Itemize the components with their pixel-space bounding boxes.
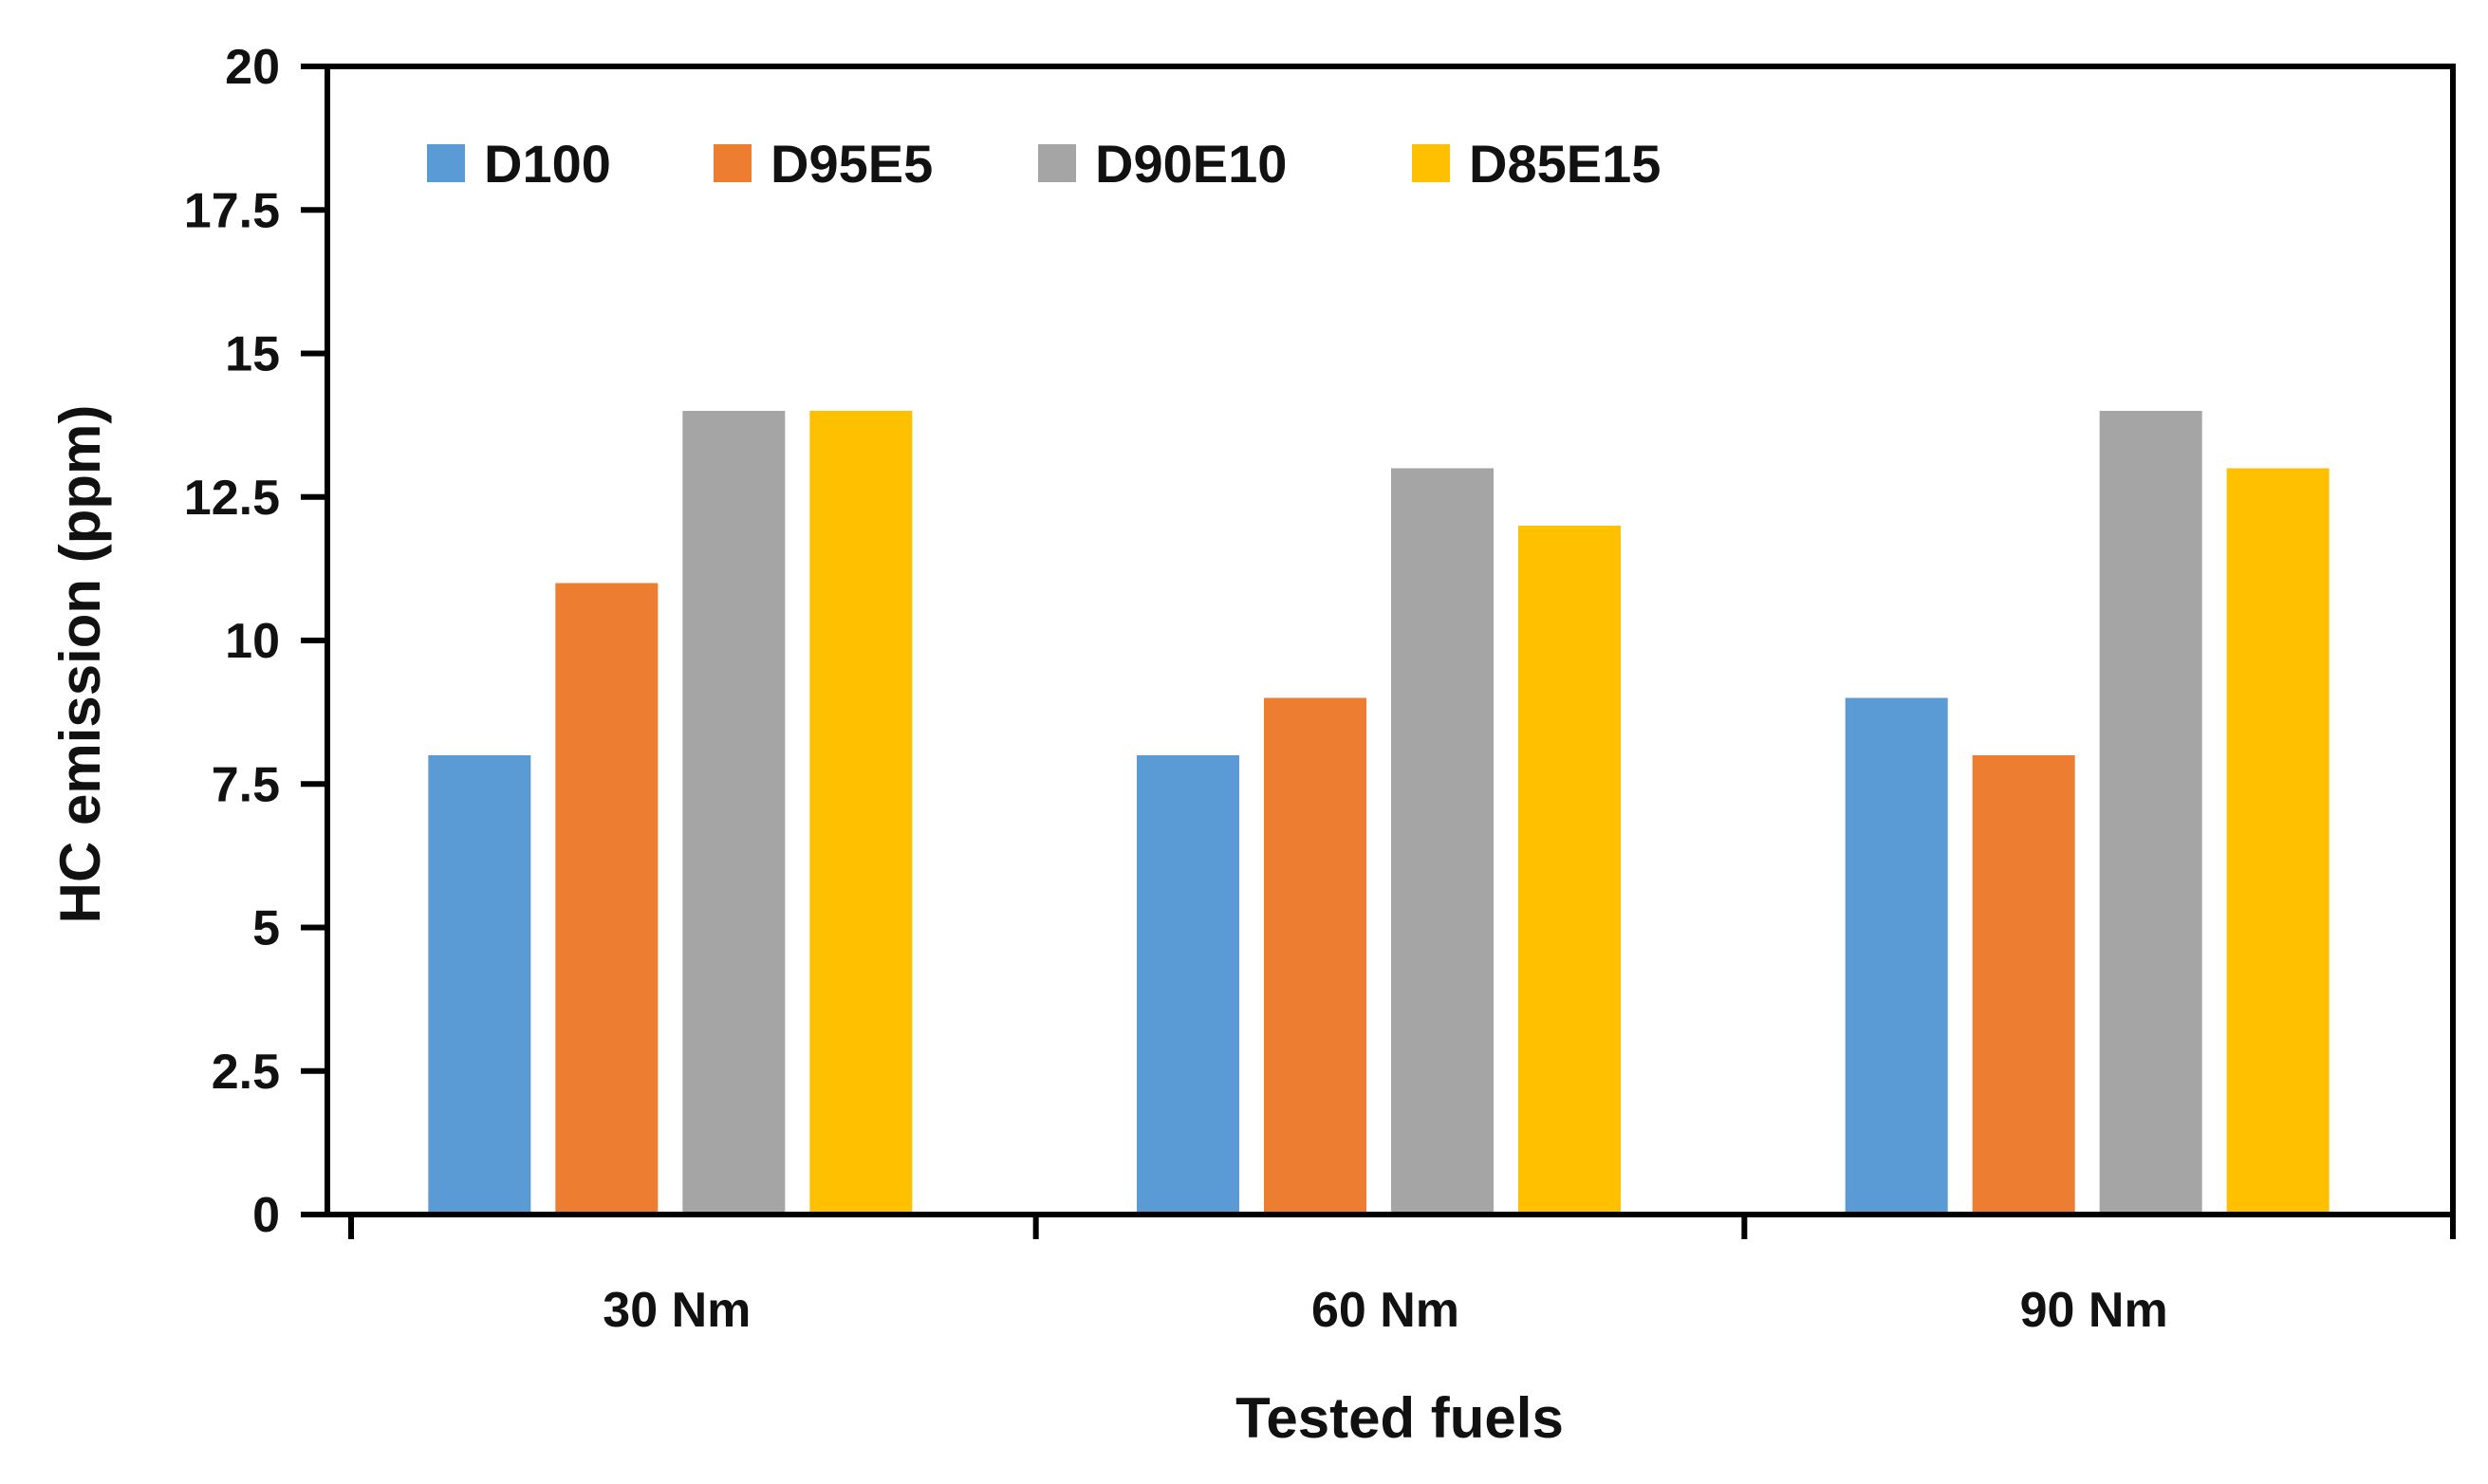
y-tick-label: 0	[252, 1188, 280, 1243]
bar-d100-60-nm	[1137, 755, 1239, 1215]
legend-swatch	[1038, 144, 1076, 182]
legend: D100 D95E5 D90E10 D85E15	[427, 134, 1661, 194]
bar-d85e15-90-nm	[2226, 468, 2330, 1215]
y-tick-label: 7.5	[212, 757, 280, 812]
bar-d100-30-nm	[428, 755, 531, 1215]
y-tick-label: 20	[225, 40, 280, 95]
legend-item-d85e15: D85E15	[1412, 134, 1661, 194]
y-tick-label: 12.5	[184, 471, 280, 526]
x-axis-title: Tested fuels	[1235, 1386, 1564, 1450]
legend-swatch	[714, 144, 752, 182]
y-tick-label: 2.5	[212, 1045, 280, 1100]
bar-d100-90-nm	[1845, 697, 1948, 1215]
legend-item-d95e5: D95E5	[714, 134, 933, 194]
bar-d90e10-90-nm	[2099, 411, 2202, 1215]
bar-d90e10-60-nm	[1391, 468, 1494, 1215]
legend-label: D95E5	[771, 134, 933, 194]
y-tick-label: 10	[225, 614, 280, 669]
y-ticks: 0 2.5 5 7.5 10 12.5 15 17.5 20	[184, 40, 327, 1243]
legend-swatch	[1412, 144, 1450, 182]
bars-layer	[428, 411, 2330, 1215]
x-tick-label: 90 Nm	[2020, 1283, 2168, 1338]
x-ticks: 30 Nm 60 Nm 90 Nm	[348, 1215, 2456, 1338]
y-tick-label: 17.5	[184, 183, 280, 238]
bar-d95e5-60-nm	[1264, 697, 1366, 1215]
legend-label: D85E15	[1469, 134, 1661, 194]
bar-d85e15-30-nm	[809, 411, 913, 1215]
legend-item-d90e10: D90E10	[1038, 134, 1287, 194]
legend-item-d100: D100	[427, 134, 611, 194]
bar-d90e10-30-nm	[682, 411, 786, 1215]
y-tick-label: 5	[252, 901, 280, 956]
x-tick-label: 60 Nm	[1311, 1283, 1459, 1338]
legend-label: D90E10	[1095, 134, 1287, 194]
bar-d95e5-90-nm	[1972, 755, 2075, 1215]
bar-d85e15-60-nm	[1518, 526, 1621, 1215]
y-tick-label: 15	[225, 327, 280, 382]
x-tick-label: 30 Nm	[603, 1283, 751, 1338]
bar-d95e5-30-nm	[555, 583, 659, 1215]
legend-label: D100	[484, 134, 611, 194]
y-axis-title: HC emission (ppm)	[48, 405, 112, 924]
legend-swatch	[427, 144, 465, 182]
